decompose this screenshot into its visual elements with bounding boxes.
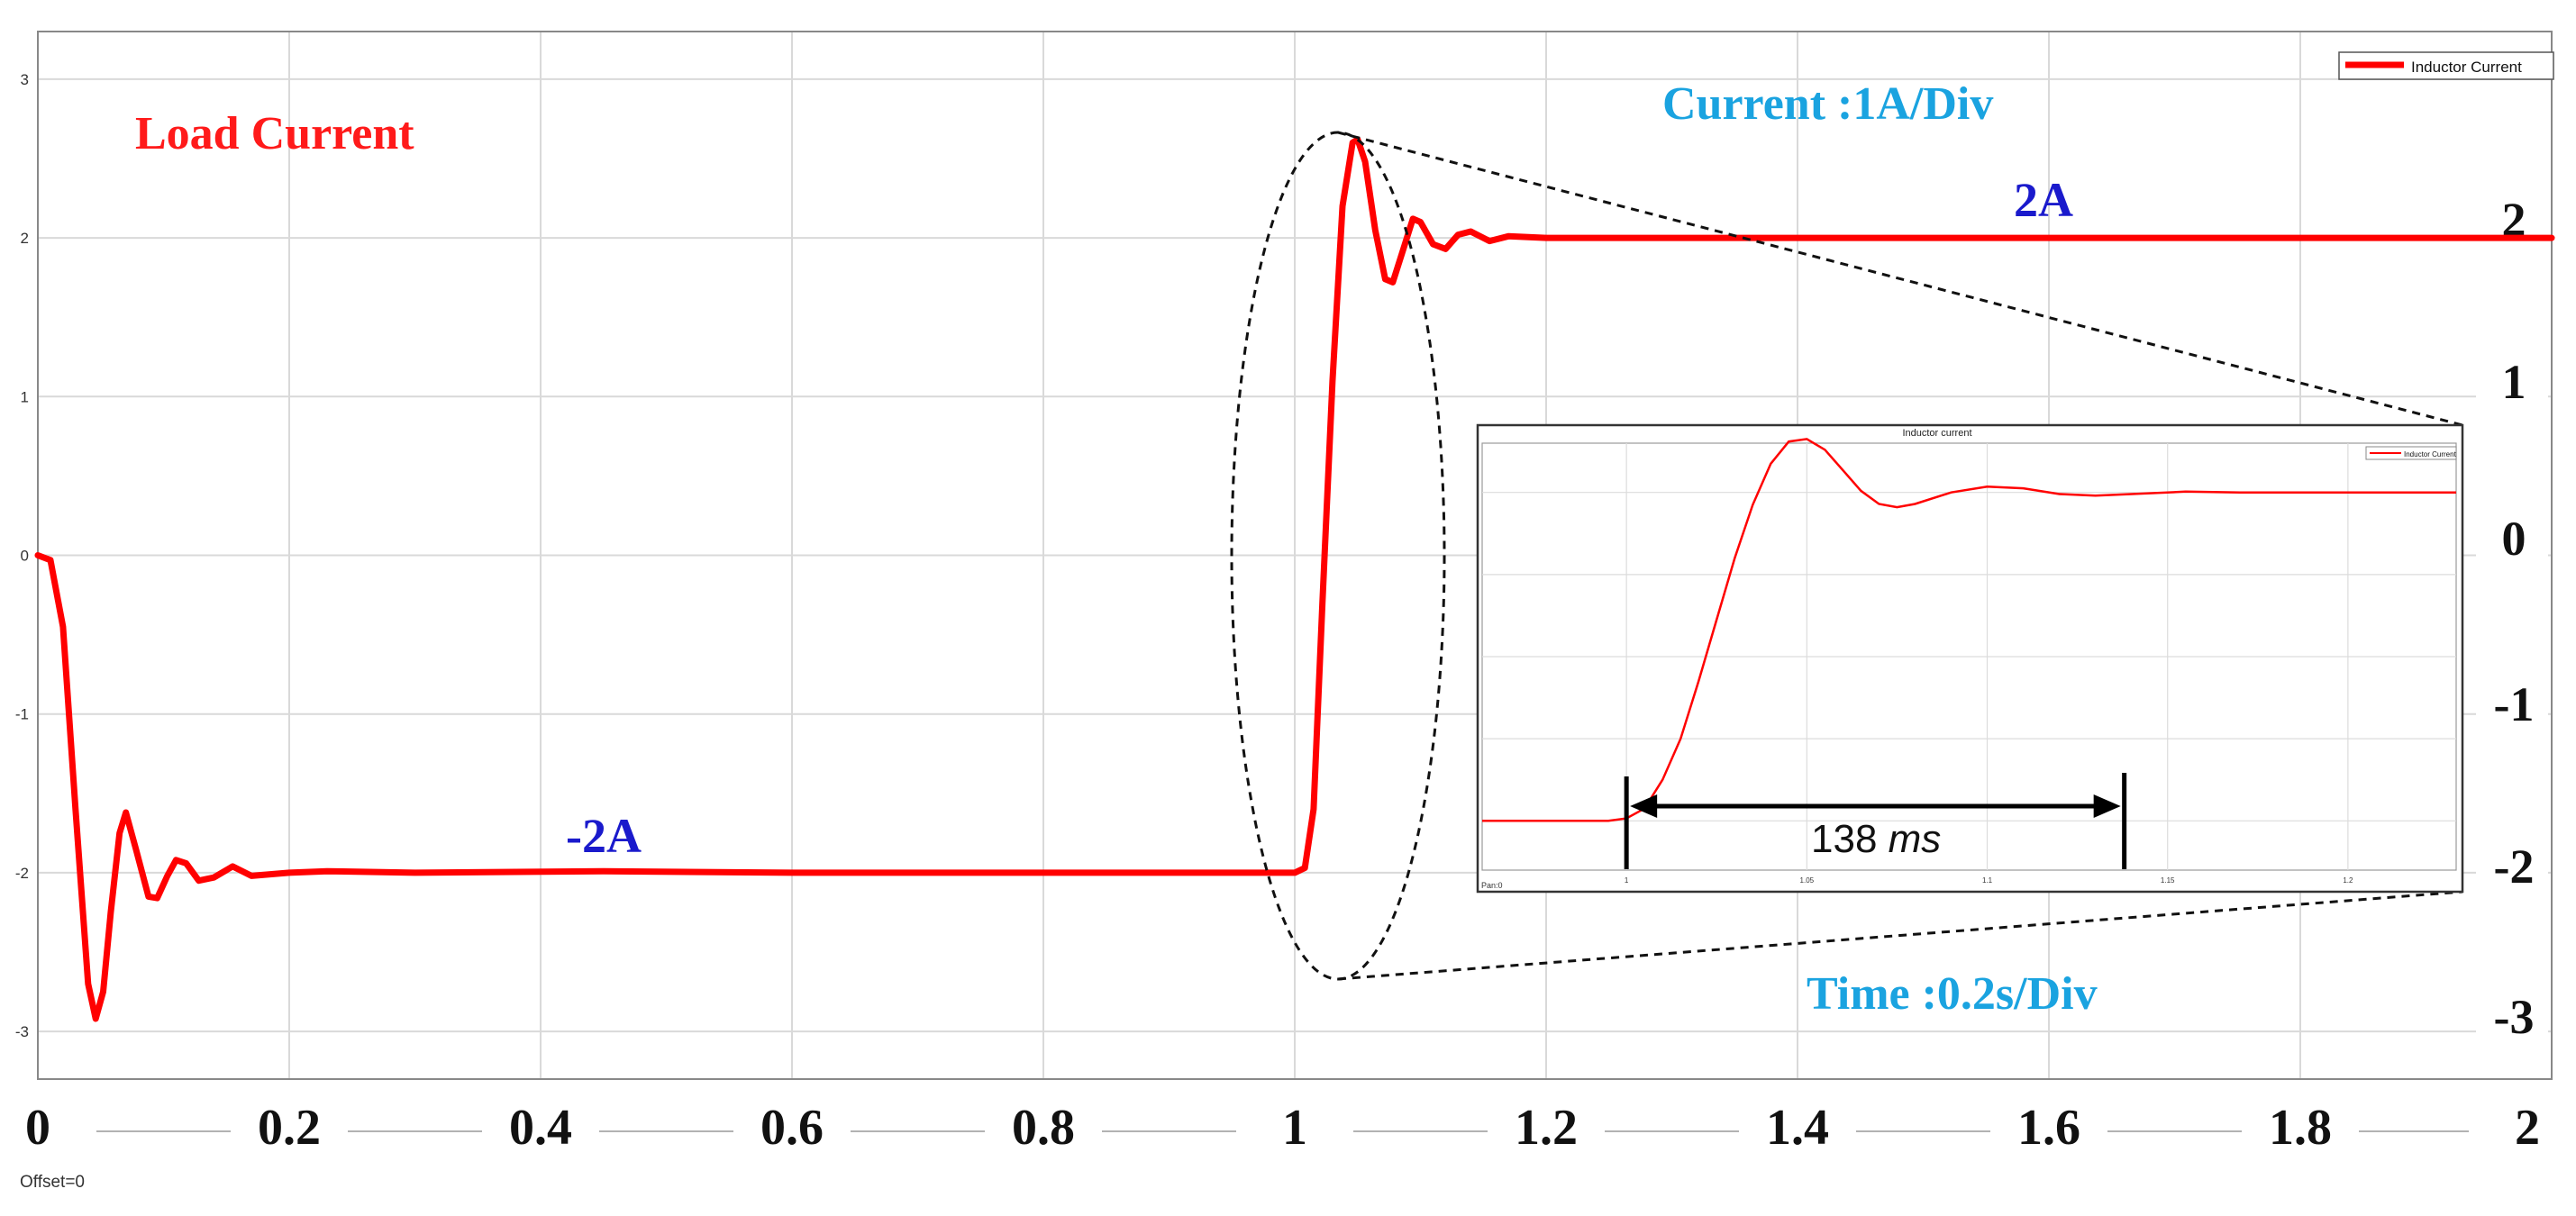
inset-series-line-inductor-current — [1482, 438, 2456, 822]
inset-x-tick-label: 1.1 — [1982, 876, 1993, 885]
high-level-label: 2A — [2014, 173, 2073, 227]
settling-time-marker — [1624, 773, 2127, 869]
x-tick-bg — [733, 1101, 851, 1157]
main-left-tick-labels: -3 -2 -1 0 1 2 3 — [15, 71, 29, 1040]
x-tick-bg — [482, 1101, 599, 1157]
left-tick-label: 2 — [21, 230, 29, 247]
offset-label: Offset=0 — [20, 1173, 85, 1192]
x-tick-label: 1 — [1282, 1100, 1307, 1156]
left-tick-label: -3 — [15, 1023, 29, 1040]
settling-time-value: 138 — [1811, 817, 1889, 861]
inset-x-tick-label: 1.2 — [2343, 876, 2353, 885]
x-tick-bg — [231, 1101, 348, 1157]
inset-legend-box — [2365, 446, 2457, 460]
inset-x-tick-labels: 1 1.05 1.1 1.15 1.2 — [1625, 876, 2353, 885]
x-tick-label: 1.8 — [2269, 1100, 2332, 1156]
right-tick-bg — [2476, 358, 2548, 413]
marker-arrow-left-head — [1630, 794, 1658, 818]
left-tick-label: 1 — [21, 388, 29, 405]
x-tick-bg — [985, 1101, 1102, 1157]
right-tick-bg — [2476, 994, 2548, 1048]
legend-entry: Inductor Current — [2411, 59, 2522, 76]
x-tick-bg — [1236, 1101, 1353, 1157]
right-tick-bg — [2476, 843, 2548, 897]
inset-x-tick-label: 1.05 — [1800, 876, 1815, 885]
x-tick-bg — [2242, 1101, 2359, 1157]
current-scale-label: Current :1A/Div — [1662, 78, 1993, 130]
x-tick-bg — [1990, 1101, 2107, 1157]
x-tick-label: 2 — [2515, 1100, 2540, 1156]
left-tick-label: -1 — [15, 706, 29, 723]
x-tick-label: 0.8 — [1012, 1100, 1075, 1156]
inset-x-tick-label: 1.15 — [2161, 876, 2175, 885]
left-tick-label: -2 — [15, 865, 29, 882]
x-tick-label: 0.2 — [258, 1100, 321, 1156]
right-tick-bg — [2476, 681, 2548, 735]
inset-x-tick-label: 1 — [1625, 876, 1629, 885]
time-scale-label: Time :0.2s/Div — [1807, 968, 2098, 1020]
right-tick-bg — [2476, 515, 2548, 569]
left-tick-label: 3 — [21, 71, 29, 88]
right-tick-label: 1 — [2502, 355, 2526, 409]
zoom-connector-bottom — [1337, 890, 2463, 981]
inset-chart: 1 1.05 1.1 1.15 1.2 — [1476, 423, 2464, 894]
x-tick-label: 0.6 — [760, 1100, 824, 1156]
x-tick-label: 1.2 — [1515, 1100, 1578, 1156]
x-tick-bg — [2469, 1101, 2576, 1157]
series-line-inductor-current — [34, 136, 2555, 1022]
inset-title: Inductor current — [1902, 428, 1971, 439]
x-tick-label: 0 — [25, 1100, 50, 1156]
right-tick-label: -3 — [2494, 990, 2535, 1044]
inset-corner-label: Pan:0 — [1481, 881, 1503, 890]
settling-time-unit: ms — [1889, 817, 1942, 861]
zoom-connector-top — [1337, 131, 2463, 427]
load-current-label: Load Current — [135, 108, 414, 159]
settling-time-label: 138 ms — [1811, 817, 1941, 861]
x-tick-label: 0.4 — [509, 1100, 572, 1156]
x-tick-bg — [1488, 1101, 1605, 1157]
right-tick-label: -1 — [2494, 677, 2535, 731]
zoom-callout — [1230, 131, 2463, 981]
low-level-label: -2A — [566, 809, 642, 863]
right-tick-label: 0 — [2502, 512, 2526, 566]
inset-frame — [1476, 423, 2464, 894]
right-tick-label: -2 — [2494, 839, 2535, 894]
left-tick-label: 0 — [21, 548, 29, 565]
x-tick-bg — [0, 1101, 96, 1157]
inset-legend-entry: Inductor Current — [2404, 450, 2457, 458]
right-tick-bg — [2476, 196, 2548, 250]
main-x-tick-labels: 0 0.2 0.4 0.6 0.8 1 1.2 1.4 1.6 1.8 2 — [0, 1100, 2576, 1157]
x-tick-label: 1.4 — [1766, 1100, 1829, 1156]
marker-arrow-right-head — [2093, 794, 2121, 818]
x-tick-bg — [1739, 1101, 1856, 1157]
x-tick-label: 1.6 — [2017, 1100, 2080, 1156]
